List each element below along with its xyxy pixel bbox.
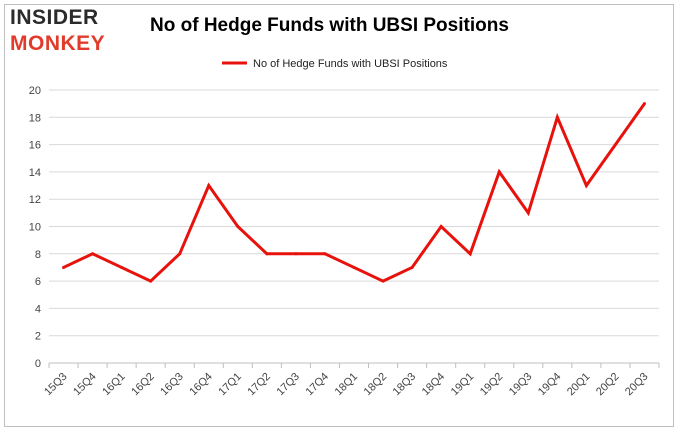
- x-tick-label: 16Q4: [187, 371, 215, 399]
- x-tick-label: 20Q2: [594, 371, 622, 399]
- x-tick-label: 19Q2: [478, 371, 506, 399]
- data-point-17Q2: [265, 252, 269, 256]
- x-tick-label: 20Q1: [565, 371, 593, 399]
- y-tick-labels: 0 2 4 6 8 10 12 14 16 18 20: [29, 85, 41, 370]
- data-point-17Q1: [236, 225, 240, 228]
- x-tick-label: 20Q3: [623, 371, 651, 399]
- y-tick-label: 14: [29, 167, 41, 179]
- data-point-20Q2: [613, 143, 617, 147]
- x-tick-label: 19Q4: [536, 371, 564, 399]
- data-point-16Q2: [149, 279, 153, 283]
- logo-line-2: MONKEY: [10, 32, 106, 55]
- data-point-15Q3: [62, 265, 66, 269]
- x-tick-label: 15Q4: [71, 371, 99, 399]
- y-tick-label: 4: [35, 303, 41, 315]
- data-point-16Q3: [178, 252, 182, 256]
- data-point-15Q4: [91, 252, 95, 256]
- data-point-18Q4: [439, 225, 443, 228]
- data-point-17Q4: [323, 252, 327, 256]
- x-tick-label: 16Q1: [100, 371, 128, 399]
- insider-monkey-logo: INSIDER MONKEY: [10, 6, 128, 56]
- data-point-19Q2: [497, 170, 501, 174]
- data-point-18Q3: [410, 265, 414, 269]
- x-tick-label: 16Q2: [129, 371, 157, 399]
- x-tick-labels: 15Q3 15Q4 16Q1 16Q2 16Q3 16Q4 17Q1 17Q2 17Q3 17Q4…: [42, 371, 650, 399]
- data-point-19Q4: [555, 115, 559, 119]
- x-tick-label: 19Q1: [449, 371, 477, 399]
- x-tick-label: 17Q1: [216, 371, 244, 399]
- data-point-19Q1: [468, 252, 472, 256]
- y-tick-label: 2: [35, 331, 41, 343]
- gridlines: [49, 89, 659, 337]
- series-line: [62, 102, 646, 283]
- y-tick-label: 8: [35, 249, 41, 261]
- data-point-18Q2: [381, 279, 385, 283]
- x-tick-label: 17Q3: [275, 371, 303, 399]
- chart-frame: [4, 4, 674, 427]
- x-tick-label: 15Q3: [42, 371, 70, 399]
- y-tick-label: 0: [35, 358, 41, 370]
- y-tick-label: 10: [29, 222, 41, 234]
- legend-label: No of Hedge Funds with UBSI Positions: [253, 58, 448, 70]
- data-point-16Q4: [207, 184, 211, 188]
- legend: No of Hedge Funds with UBSI Positions: [222, 58, 448, 70]
- x-tick-label: 18Q3: [391, 371, 419, 399]
- data-point-20Q1: [584, 184, 588, 188]
- y-tick-label: 18: [29, 112, 41, 124]
- x-tick-label: 16Q3: [158, 371, 186, 399]
- data-point-18Q1: [352, 265, 356, 269]
- axes: [48, 362, 660, 368]
- y-tick-label: 16: [29, 140, 41, 152]
- y-tick-label: 6: [35, 276, 41, 288]
- chart-title: No of Hedge Funds with UBSI Positions: [150, 15, 509, 36]
- series-group: [62, 102, 646, 283]
- data-point-20Q3: [642, 102, 646, 106]
- y-tick-label: 12: [29, 194, 41, 206]
- x-tick-label: 19Q3: [507, 371, 535, 399]
- x-tick-label: 17Q4: [304, 371, 332, 399]
- x-tick-label: 18Q2: [362, 371, 390, 399]
- data-point-16Q1: [120, 265, 124, 269]
- logo-line-1: INSIDER: [10, 6, 99, 29]
- x-tick-label: 17Q2: [245, 371, 273, 399]
- y-tick-label: 20: [29, 85, 41, 97]
- data-point-19Q3: [526, 211, 530, 215]
- x-tick-label: 18Q1: [333, 371, 361, 399]
- x-tick-label: 18Q4: [420, 371, 448, 399]
- data-point-17Q3: [294, 252, 298, 256]
